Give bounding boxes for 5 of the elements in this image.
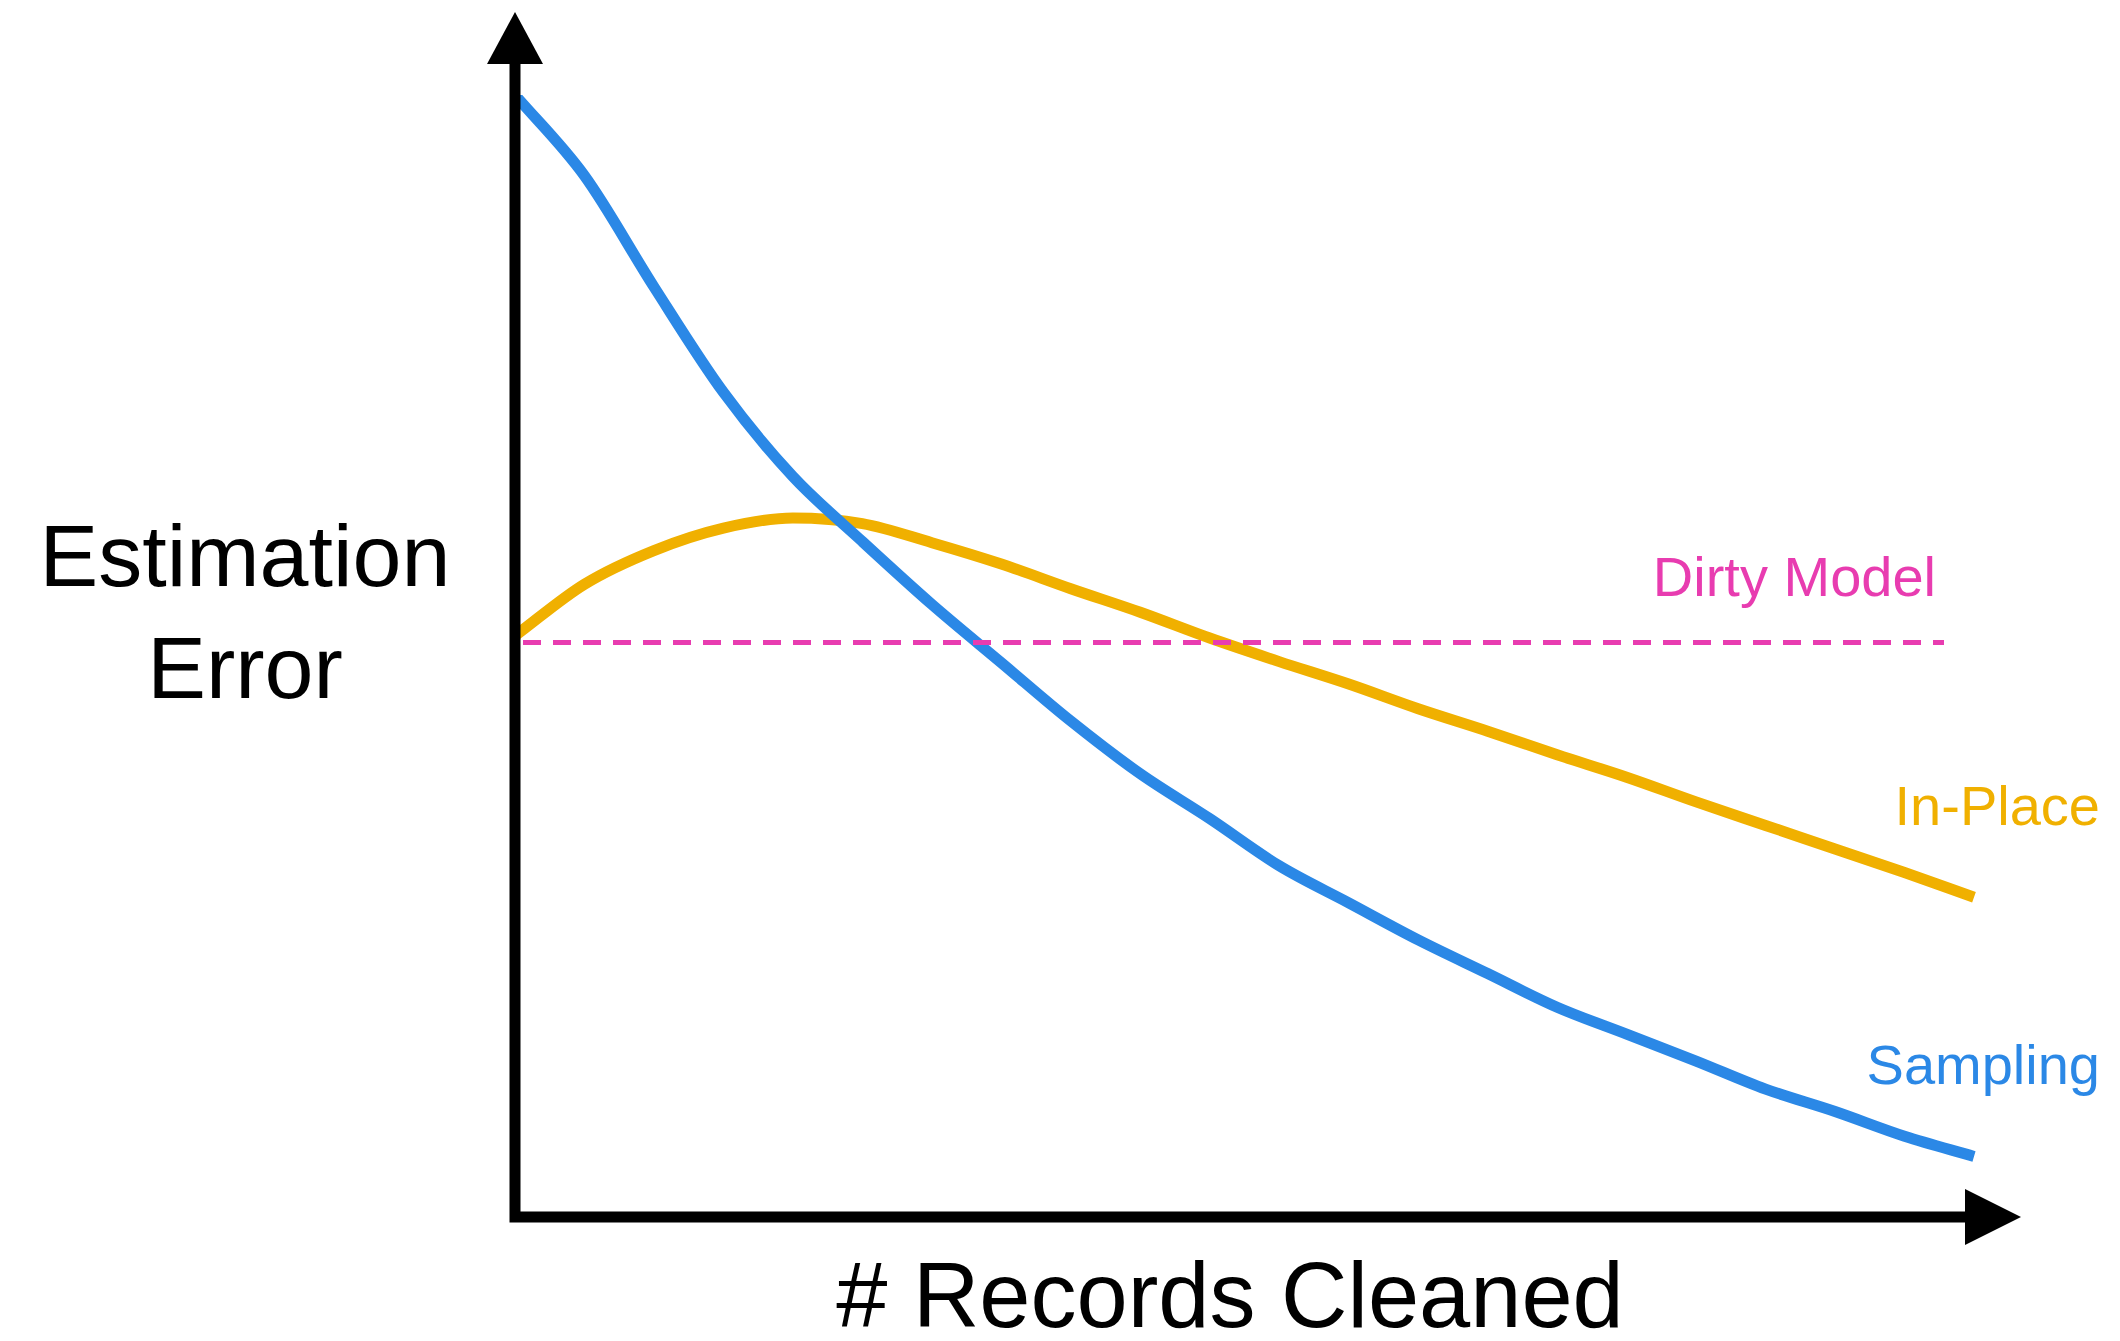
ref-line-label: Dirty Model	[1652, 544, 1936, 608]
y-axis-title: Estimation Error	[38, 505, 452, 719]
x-axis-title: # Records Cleaned	[835, 1244, 1625, 1341]
series-label: Sampling	[1866, 1032, 2100, 1096]
series-label: In-Place	[1894, 773, 2100, 837]
